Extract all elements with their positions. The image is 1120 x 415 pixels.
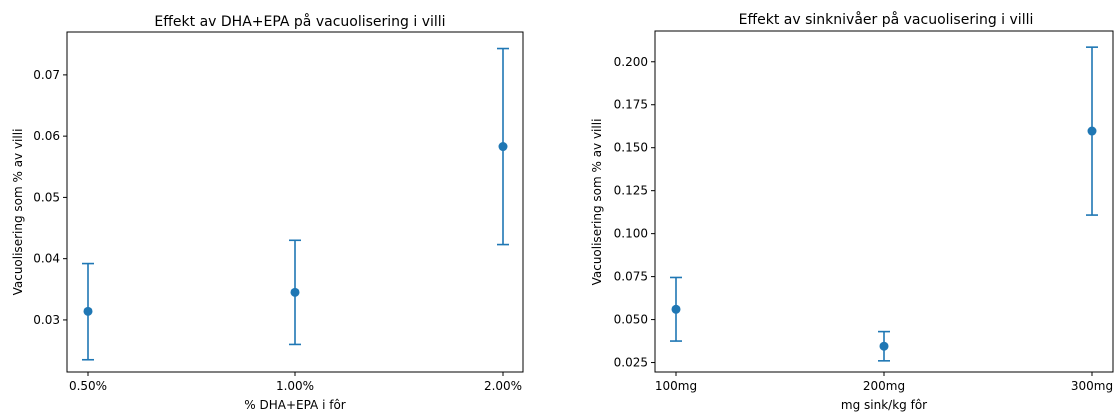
y-tick-label: 0.075 bbox=[614, 270, 648, 284]
data-point bbox=[879, 341, 889, 351]
data-marks bbox=[670, 46, 1098, 362]
y-axis-label: Vacuolisering som % av villi bbox=[11, 129, 25, 296]
x-tick-label: 0.50% bbox=[69, 379, 107, 393]
x-tick-label: 2.00% bbox=[484, 379, 522, 393]
x-axis-label: mg sink/kg fôr bbox=[841, 398, 927, 412]
data-point bbox=[1087, 126, 1097, 136]
x-axis-label: % DHA+EPA i fôr bbox=[244, 398, 346, 412]
y-tick-label: 0.175 bbox=[614, 98, 648, 112]
axis-ticks: 0.03 0.04 0.05 0.06 0.07 0.50% 1.00% 2.00% bbox=[33, 68, 522, 393]
data-point bbox=[290, 287, 300, 297]
chart-dha-epa: Effekt av DHA+EPA på vacuolisering i vil… bbox=[11, 13, 524, 412]
data-marks bbox=[82, 47, 509, 361]
data-point bbox=[498, 142, 508, 152]
y-tick-label: 0.100 bbox=[614, 227, 648, 241]
plot-frame bbox=[654, 30, 1114, 373]
y-tick-label: 0.06 bbox=[33, 129, 60, 143]
y-tick-label: 0.150 bbox=[614, 141, 648, 155]
y-tick-label: 0.125 bbox=[614, 184, 648, 198]
y-tick-label: 0.025 bbox=[614, 356, 648, 370]
data-point bbox=[83, 306, 93, 316]
y-tick-label: 0.200 bbox=[614, 55, 648, 69]
y-tick-label: 0.07 bbox=[33, 68, 60, 82]
chart-sink: Effekt av sinknivåer på vacuolisering i … bbox=[590, 11, 1114, 412]
y-tick-label: 0.04 bbox=[33, 252, 60, 266]
y-tick-label: 0.050 bbox=[614, 313, 648, 327]
x-tick-label: 300mg bbox=[1071, 379, 1113, 393]
y-tick-label: 0.05 bbox=[33, 190, 60, 204]
chart-title: Effekt av DHA+EPA på vacuolisering i vil… bbox=[154, 13, 445, 30]
x-tick-label: 100mg bbox=[655, 379, 697, 393]
y-tick-label: 0.03 bbox=[33, 313, 60, 327]
x-tick-label: 200mg bbox=[863, 379, 905, 393]
y-axis-label: Vacuolisering som % av villi bbox=[590, 119, 604, 286]
x-tick-label: 1.00% bbox=[276, 379, 314, 393]
chart-title: Effekt av sinknivåer på vacuolisering i … bbox=[739, 11, 1034, 28]
axis-ticks: 0.025 0.050 0.075 0.100 0.125 0.150 0.175 0.200… bbox=[614, 55, 1113, 393]
data-point bbox=[671, 304, 681, 314]
